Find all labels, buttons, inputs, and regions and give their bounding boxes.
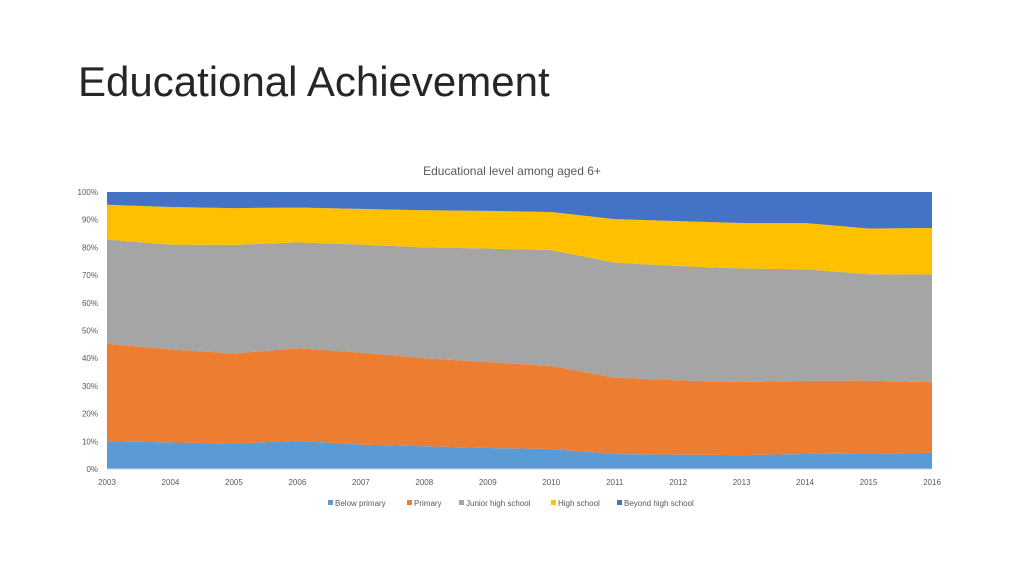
legend-swatch <box>407 500 412 505</box>
x-axis: 2003 2004 2005 2006 2007 2008 2009 2010 2011 2012… <box>98 468 941 487</box>
x-tick-label: 2011 <box>606 478 624 487</box>
legend-item-beyond-high-school: Beyond high school <box>617 499 694 508</box>
chart-title: Educational level among aged 6+ <box>423 164 601 178</box>
legend-swatch <box>551 500 556 505</box>
legend-label: Primary <box>414 499 442 508</box>
legend-item-below-primary: Below primary <box>328 499 386 508</box>
legend-label: Junior high school <box>466 499 531 508</box>
legend-item-junior-high-school: Junior high school <box>459 499 531 508</box>
x-tick-label: 2014 <box>796 478 814 487</box>
x-tick-label: 2016 <box>923 478 941 487</box>
x-tick-label: 2010 <box>542 478 560 487</box>
y-tick-label: 40% <box>82 354 98 363</box>
legend-swatch <box>328 500 333 505</box>
y-tick-label: 0% <box>86 465 98 474</box>
legend-label: Below primary <box>335 499 386 508</box>
area-series-high-school <box>107 204 932 275</box>
x-tick-label: 2009 <box>479 478 497 487</box>
area-series-below-primary <box>107 440 932 469</box>
legend-swatch <box>617 500 622 505</box>
chart-areas <box>107 192 932 469</box>
x-tick-label: 2003 <box>98 478 116 487</box>
y-tick-label: 50% <box>82 327 98 336</box>
y-tick-label: 60% <box>82 299 98 308</box>
x-tick-label: 2006 <box>288 478 306 487</box>
legend-item-high-school: High school <box>551 499 600 508</box>
legend-label: High school <box>558 499 600 508</box>
y-tick-label: 30% <box>82 382 98 391</box>
y-axis: 0% 10% 20% 30% 40% 50% 60% 70% 80% 90% 100% <box>78 188 98 474</box>
x-tick-label: 2008 <box>415 478 433 487</box>
y-tick-label: 80% <box>82 243 98 252</box>
x-tick-label: 2013 <box>733 478 751 487</box>
y-tick-label: 20% <box>82 410 98 419</box>
x-tick-label: 2012 <box>669 478 687 487</box>
area-series-junior-high-school <box>107 239 932 383</box>
legend-swatch <box>459 500 464 505</box>
legend-label: Beyond high school <box>624 499 694 508</box>
y-tick-label: 70% <box>82 271 98 280</box>
x-tick-label: 2005 <box>225 478 243 487</box>
x-tick-label: 2007 <box>352 478 370 487</box>
legend-item-primary: Primary <box>407 499 442 508</box>
y-tick-label: 90% <box>82 216 98 225</box>
chart-legend: Below primary Primary Junior high school Hi… <box>328 499 694 508</box>
slide-title: Educational Achievement <box>78 58 550 105</box>
y-tick-label: 100% <box>78 188 98 197</box>
x-tick-label: 2004 <box>162 478 180 487</box>
x-tick-label: 2015 <box>860 478 878 487</box>
area-series-beyond-high-school <box>107 192 932 229</box>
area-series-primary <box>107 343 932 456</box>
y-tick-label: 10% <box>82 437 98 446</box>
